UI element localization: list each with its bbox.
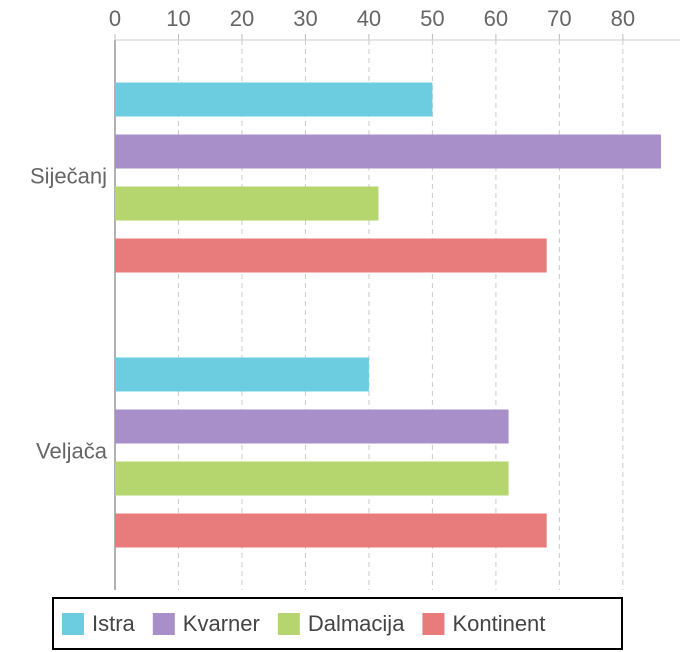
x-tick-label: 10: [166, 6, 190, 31]
legend-swatch: [152, 613, 175, 635]
legend-swatch: [422, 613, 445, 635]
bar: [115, 357, 369, 392]
x-tick-label: 80: [611, 6, 635, 31]
legend-swatch: [277, 613, 300, 635]
bar: [115, 134, 661, 169]
x-tick-label: 0: [109, 6, 121, 31]
bar: [115, 82, 433, 117]
x-tick-label: 40: [357, 6, 381, 31]
bar: [115, 409, 509, 444]
x-tick-label: 30: [293, 6, 317, 31]
x-tick-label: 60: [484, 6, 508, 31]
bar: [115, 461, 509, 496]
bar: [115, 186, 379, 221]
bar: [115, 513, 547, 548]
legend-label: Kontinent: [452, 611, 545, 636]
x-tick-label: 20: [230, 6, 254, 31]
legend-label: Istra: [92, 611, 136, 636]
legend-box: [52, 597, 623, 650]
y-tick-label: Veljača: [36, 438, 108, 463]
bar: [115, 238, 547, 273]
y-tick-label: Siječanj: [30, 163, 107, 188]
x-tick-label: 70: [547, 6, 571, 31]
x-tick-label: 50: [420, 6, 444, 31]
legend-swatch: [62, 613, 84, 635]
legend-label: Dalmacija: [308, 611, 405, 636]
legend-label: Kvarner: [183, 611, 260, 636]
